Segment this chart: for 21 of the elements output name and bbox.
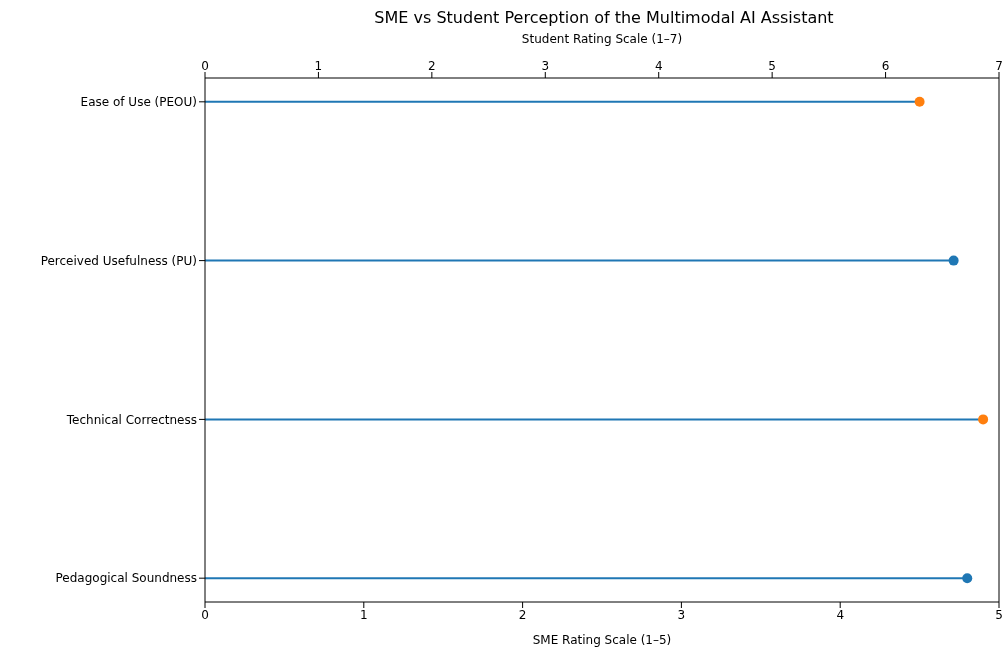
chart-title: SME vs Student Perception of the Multimodal AI Assistant — [373, 8, 835, 28]
y-tick-label: Ease of Use (PEOU) — [80, 95, 197, 110]
x-axis-title: SME Rating Scale (1–5) — [532, 633, 672, 647]
x2-tick-label: 4 — [654, 59, 663, 73]
x-tick-label: 0 — [201, 607, 209, 622]
x-tick-label: 4 — [836, 607, 845, 622]
x-tick-label: 5 — [995, 607, 1003, 622]
x-tick-label: 2 — [518, 607, 527, 622]
x2-tick-label: 1 — [314, 59, 323, 73]
x2-tick-label: 7 — [995, 59, 1003, 73]
x-tick-label: 3 — [677, 607, 686, 622]
x-tick-label: 1 — [359, 607, 368, 622]
x2-tick-label: 5 — [768, 59, 776, 73]
x2-tick-label: 2 — [428, 59, 436, 73]
x2-tick-label: 0 — [201, 59, 209, 73]
x2-axis-title: Student Rating Scale (1–7) — [521, 31, 683, 46]
y-tick-label: Perceived Usefulness (PU) — [40, 253, 197, 268]
x2-tick-label: 6 — [881, 59, 890, 73]
x2-tick-label: 3 — [541, 59, 550, 73]
y-tick-label: Pedagogical Soundness — [55, 571, 197, 586]
y-tick-label: Technical Correctness — [65, 412, 197, 427]
